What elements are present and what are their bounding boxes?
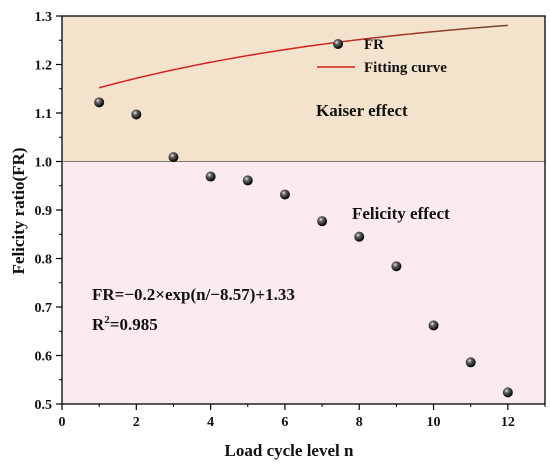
- data-point: [94, 97, 105, 108]
- x-tick-label: 0: [59, 415, 66, 430]
- x-tick-label: 12: [501, 415, 515, 430]
- fitting-curve-layer: [98, 24, 508, 89]
- data-point: [317, 216, 328, 227]
- background-regions: [62, 16, 545, 404]
- data-point: [205, 171, 216, 182]
- y-tick-label: 0.9: [35, 204, 53, 219]
- legend-fr-marker: [333, 39, 343, 49]
- r-squared: R2=0.985: [92, 314, 158, 334]
- legend-fitting-curve-label: Fitting curve: [364, 60, 447, 76]
- legend-fr-sphere: [333, 39, 343, 49]
- x-tick-label: 6: [281, 415, 288, 430]
- y-tick-label: 1.0: [35, 156, 53, 171]
- legend: FR Fitting curve: [317, 37, 447, 76]
- legend-fr-label: FR: [364, 37, 384, 53]
- data-point: [465, 357, 476, 368]
- data-points-layer: [94, 97, 513, 398]
- x-tick-label: 2: [133, 415, 140, 430]
- data-point: [502, 387, 513, 398]
- x-tick-label: 8: [356, 415, 363, 430]
- kaiser-effect-region: [62, 16, 545, 162]
- fit-equation: FR=−0.2×exp(n/−8.57)+1.33: [92, 285, 295, 304]
- data-point: [428, 320, 439, 331]
- x-tick-label: 10: [427, 415, 441, 430]
- data-point: [131, 109, 142, 120]
- x-tick-label: 4: [207, 415, 214, 430]
- axes: 0 2 4 6 8 10 12 0.5 0.6 0.7 0.8 0.9 1.0 1.1 1.2 1.3: [35, 10, 546, 430]
- y-tick-label: 0.8: [35, 253, 53, 268]
- y-axis-title: Felicity ratio(FR): [9, 148, 28, 275]
- data-point: [168, 152, 179, 163]
- data-point: [279, 189, 290, 200]
- x-axis-title: Load cycle level n: [225, 441, 354, 460]
- y-tick-label: 1.1: [35, 107, 53, 122]
- y-tick-label: 1.2: [35, 59, 53, 74]
- kaiser-effect-label: Kaiser effect: [316, 101, 408, 120]
- y-tick-label: 0.5: [35, 398, 53, 413]
- data-point: [391, 261, 402, 272]
- data-point: [354, 231, 365, 242]
- fitting-curve: [98, 24, 508, 89]
- data-point: [242, 175, 253, 186]
- y-tick-label: 0.6: [35, 350, 53, 365]
- y-tick-label: 0.7: [35, 301, 53, 316]
- felicity-effect-region: [62, 161, 545, 404]
- felicity-effect-label: Felicity effect: [352, 204, 450, 223]
- y-tick-label: 1.3: [35, 10, 53, 25]
